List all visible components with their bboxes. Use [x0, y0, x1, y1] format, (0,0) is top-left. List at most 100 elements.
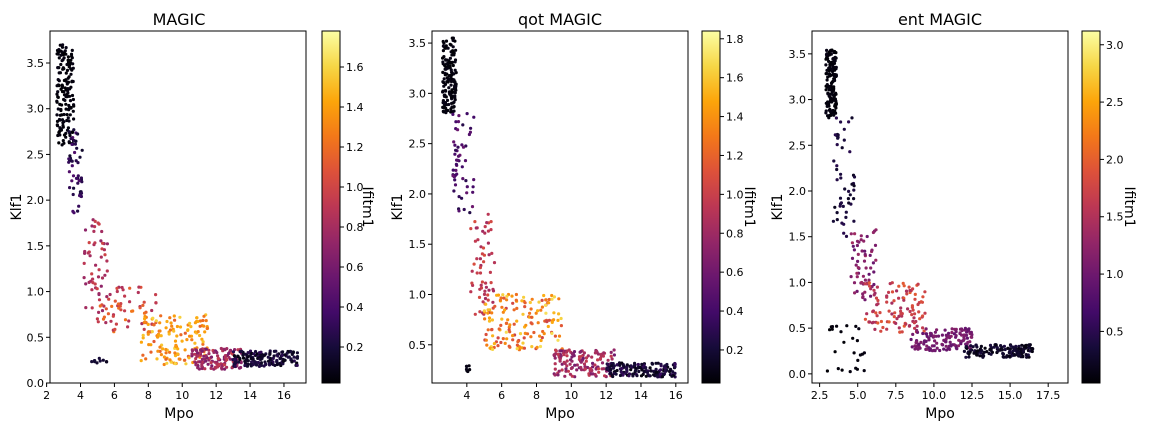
data-point — [118, 304, 122, 308]
data-point — [928, 348, 932, 352]
data-point — [105, 242, 109, 246]
data-point — [862, 369, 866, 373]
data-point — [71, 62, 75, 66]
data-point — [203, 330, 207, 334]
data-point — [872, 288, 876, 292]
data-point — [70, 164, 74, 168]
data-point — [83, 228, 88, 232]
data-point — [453, 183, 458, 187]
data-point — [852, 248, 857, 252]
data-point — [200, 364, 204, 368]
data-point — [514, 292, 519, 297]
data-point — [469, 290, 473, 294]
data-point — [511, 301, 515, 305]
data-point — [449, 83, 453, 87]
data-point — [93, 241, 97, 245]
data-point — [1001, 355, 1005, 359]
data-point — [913, 326, 917, 330]
data-point — [539, 308, 543, 312]
data-point — [103, 253, 107, 257]
data-point — [162, 355, 166, 359]
data-point — [673, 362, 677, 366]
data-point — [280, 353, 284, 357]
data-point — [484, 302, 488, 306]
x-axis-label: Mpo — [164, 406, 194, 422]
data-point — [558, 359, 562, 363]
data-point — [445, 62, 449, 66]
x-tick-label: 15.0 — [998, 389, 1023, 402]
data-point — [829, 113, 833, 117]
data-point — [844, 234, 849, 238]
data-point — [183, 348, 187, 352]
data-point — [609, 367, 613, 371]
data-point — [477, 295, 482, 299]
data-point — [450, 79, 454, 83]
data-point — [612, 371, 616, 376]
data-point — [454, 168, 458, 172]
data-point — [591, 361, 595, 365]
data-point — [101, 358, 105, 362]
data-point — [921, 295, 925, 299]
data-point — [66, 126, 70, 130]
data-point — [172, 329, 176, 333]
data-point — [482, 292, 487, 296]
data-point — [890, 301, 894, 305]
data-point — [66, 116, 70, 120]
colorbar: 0.2 0.4 0.6 0.8 1.0 1.2 1.4 1.6 — [321, 30, 364, 384]
colorbar-tick-label: 1.0 — [346, 181, 364, 194]
data-point — [451, 168, 455, 172]
data-point — [444, 39, 449, 43]
data-point — [275, 353, 279, 357]
data-point — [500, 305, 504, 309]
data-point — [490, 318, 494, 322]
data-point — [448, 56, 452, 60]
data-point — [861, 274, 866, 278]
data-point — [165, 319, 169, 324]
data-point — [515, 306, 519, 310]
data-point — [100, 309, 105, 313]
data-point — [832, 112, 836, 116]
data-point — [650, 361, 654, 365]
data-point — [442, 84, 446, 88]
data-point — [444, 58, 448, 62]
data-point — [104, 360, 109, 364]
data-point — [491, 289, 496, 293]
data-point — [142, 327, 146, 331]
data-point — [852, 351, 856, 355]
data-point — [649, 369, 653, 373]
data-point — [867, 278, 871, 282]
data-point — [863, 252, 867, 257]
data-point — [63, 86, 67, 90]
data-point — [996, 349, 1000, 353]
data-point — [833, 97, 838, 101]
data-point — [618, 373, 623, 378]
x-tick-label: 12 — [209, 389, 223, 402]
data-point — [223, 354, 227, 358]
data-point — [152, 323, 156, 327]
data-point — [919, 340, 923, 344]
data-point — [563, 374, 567, 378]
data-point — [591, 365, 595, 369]
data-point — [281, 350, 285, 354]
data-point — [67, 157, 71, 161]
data-point — [290, 360, 294, 364]
data-point — [847, 201, 851, 205]
data-point — [209, 355, 214, 359]
data-point — [861, 295, 865, 299]
data-point — [70, 79, 74, 83]
data-point — [525, 332, 530, 336]
data-point — [189, 325, 193, 329]
data-point — [453, 85, 457, 89]
data-point — [577, 355, 582, 359]
data-point — [210, 364, 214, 368]
data-point — [856, 252, 860, 256]
data-point — [910, 304, 915, 308]
data-point — [518, 345, 522, 349]
data-point — [94, 263, 98, 267]
data-point — [498, 298, 502, 302]
data-point — [449, 61, 453, 65]
data-point — [621, 373, 625, 377]
scatter-plot: 2 4 6 8 10 12 14 16 0.0 0.5 1.0 1.5 2.0 2.5 3.0 3.5 — [27, 30, 307, 402]
data-point — [848, 370, 852, 374]
data-point — [529, 307, 533, 311]
